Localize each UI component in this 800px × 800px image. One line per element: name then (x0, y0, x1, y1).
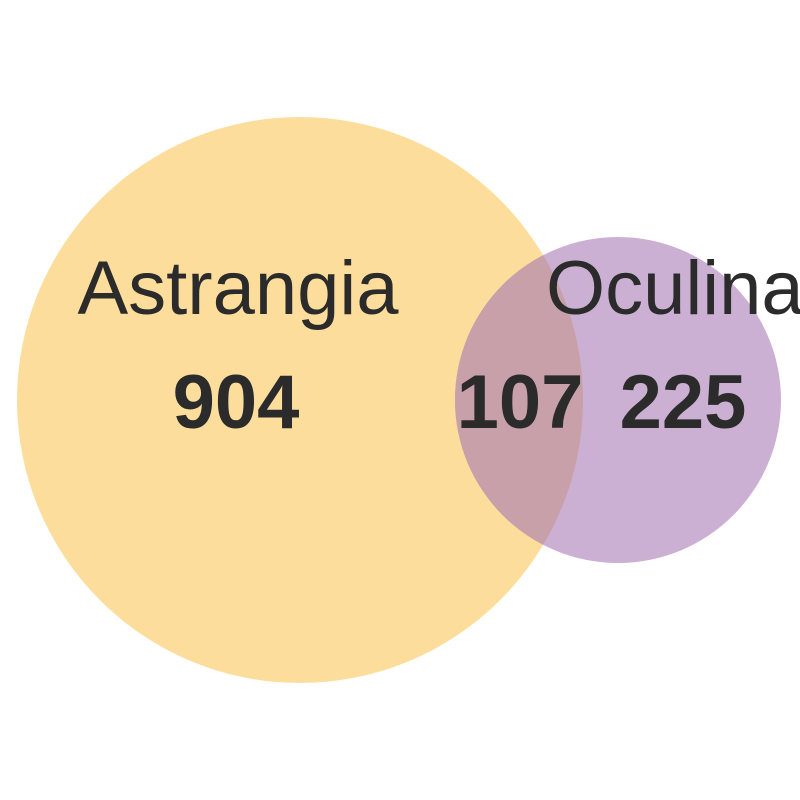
astrangia-circle (17, 117, 583, 683)
oculina-label: Oculina (546, 246, 800, 331)
astrangia-label: Astrangia (77, 246, 399, 331)
oculina-only-count: 225 (620, 360, 747, 445)
overlap-region (455, 237, 583, 563)
astrangia-only-count: 904 (173, 360, 300, 445)
intersection-count: 107 (457, 360, 584, 445)
